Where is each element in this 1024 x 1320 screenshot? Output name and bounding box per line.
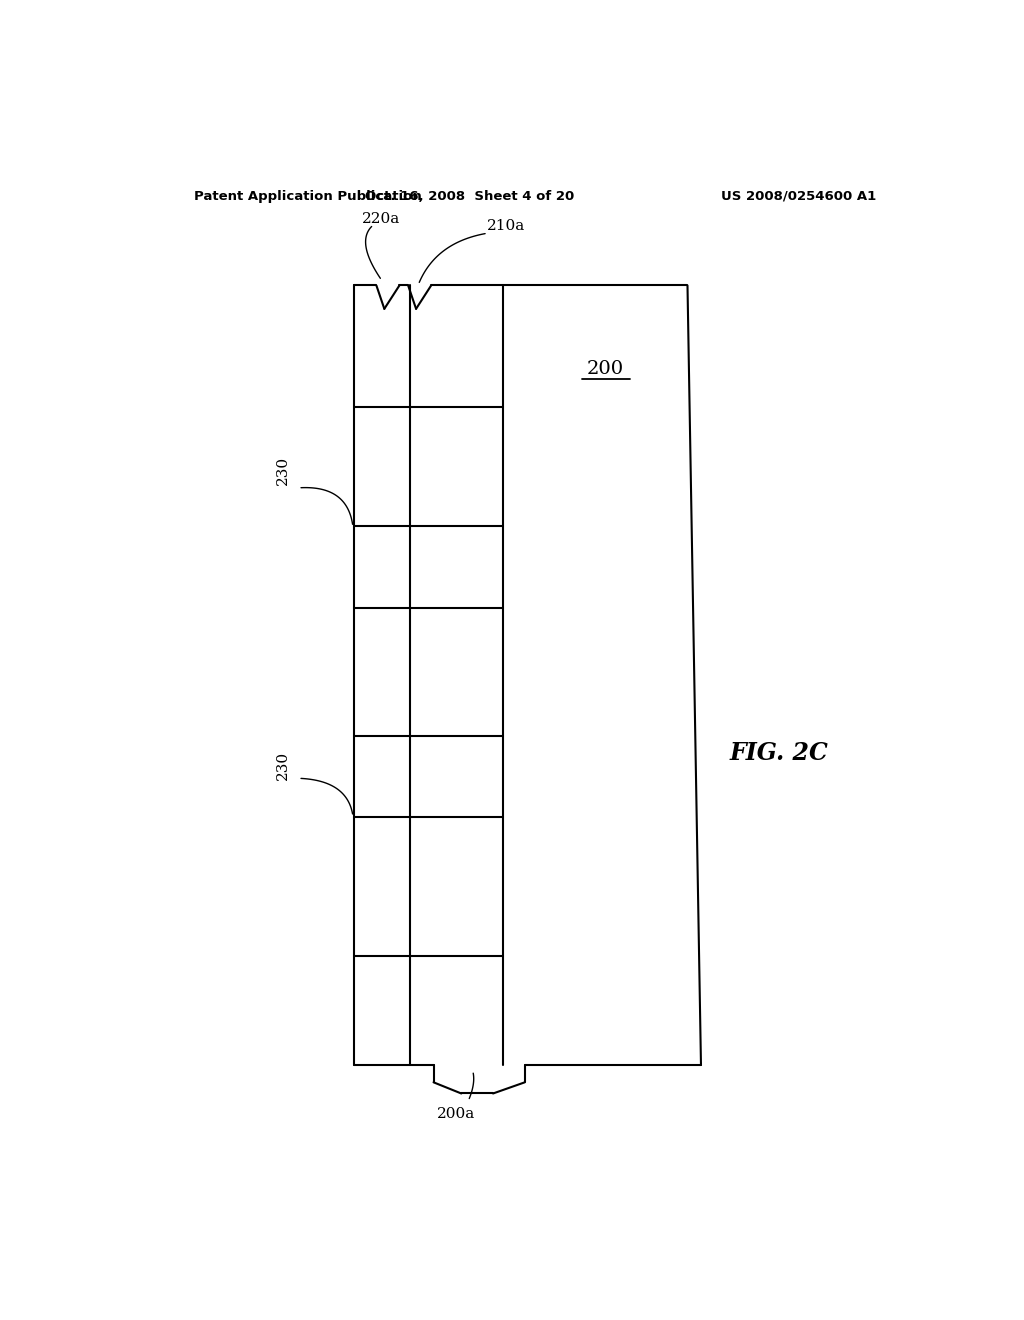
Text: Patent Application Publication: Patent Application Publication xyxy=(194,190,422,202)
Text: 230: 230 xyxy=(275,751,290,780)
Text: US 2008/0254600 A1: US 2008/0254600 A1 xyxy=(721,190,877,202)
Text: 220a: 220a xyxy=(362,213,400,227)
Text: 200a: 200a xyxy=(436,1106,475,1121)
Text: Oct. 16, 2008  Sheet 4 of 20: Oct. 16, 2008 Sheet 4 of 20 xyxy=(365,190,573,202)
Text: 200: 200 xyxy=(587,360,625,378)
Text: FIG. 2C: FIG. 2C xyxy=(729,741,828,766)
Text: 210a: 210a xyxy=(486,219,525,234)
Text: 230: 230 xyxy=(275,455,290,484)
